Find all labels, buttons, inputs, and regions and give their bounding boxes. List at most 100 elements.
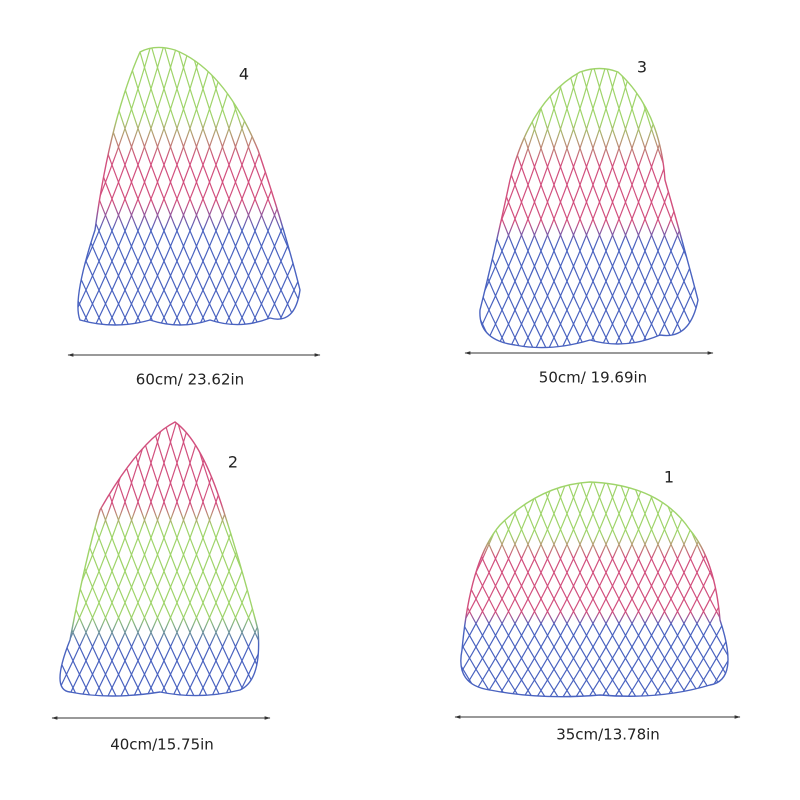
mesh-strand [255,480,365,700]
mesh-strand [736,45,800,330]
mesh-strand [619,420,729,700]
mesh-strand [479,68,516,348]
net-outline [479,67,699,349]
mesh-strand [460,482,477,697]
mesh-strand [677,68,698,348]
mesh-strand [189,47,300,326]
mesh-strand [60,422,119,696]
mesh-strand [0,420,53,700]
mesh-strand [479,68,555,348]
mesh-strand [593,420,703,700]
mesh-strand [495,482,607,697]
mesh-strand [482,68,594,348]
mesh-strand [268,65,378,350]
mesh-strand [287,47,300,326]
mesh-strand [314,45,424,330]
mesh-strand [697,420,800,700]
mesh-strand [749,420,800,700]
mesh-strand [281,65,391,350]
mesh-strand [566,482,678,697]
mesh-strand [613,420,723,700]
mesh-strand [651,482,728,697]
mesh-strand [60,422,139,696]
mesh-strand [301,65,411,350]
mesh-strand [346,420,456,700]
mesh-strand [586,68,698,348]
mesh-strand [236,65,346,350]
mesh-strand [730,480,800,700]
mesh-strand [561,420,671,700]
mesh-strand [0,45,34,330]
mesh-strand [612,68,698,348]
mesh-strand [77,47,119,326]
mesh-strand [0,420,21,700]
mesh-strand [756,45,800,330]
mesh-strand [612,482,724,697]
mesh-strand [327,45,437,330]
mesh-strand [66,422,178,696]
mesh-strand [196,422,259,696]
mesh-strand [189,422,259,696]
mesh-strand [0,45,1,330]
mesh-strand [684,45,794,330]
mesh-strand [320,480,430,700]
mesh-strand [515,420,625,700]
mesh-strand [479,68,548,348]
mesh-strand [77,47,87,326]
mesh-strand [514,482,626,697]
mesh-strand [60,422,61,696]
size-label: 50cm/ 19.69in [539,369,647,387]
mesh-strand [105,47,217,326]
mesh-strand [327,65,437,350]
mesh-strand [268,480,378,700]
mesh-strand [0,65,66,350]
mesh-strand [0,480,60,700]
mesh-strand [709,482,728,697]
mesh-strand [502,420,612,700]
net-number: 2 [228,453,238,472]
mesh-strand [704,65,800,350]
mesh-strand [683,482,728,697]
mesh-strand [379,420,489,700]
mesh-strand [60,422,171,696]
mesh-strand [98,422,210,696]
mesh-strand [479,68,522,348]
mesh-strand [301,420,411,700]
mesh-strand [730,420,800,700]
mesh-strand [437,420,547,700]
mesh-strand [262,480,372,700]
mesh-strand [320,45,430,330]
mesh-strand [320,420,430,700]
mesh-strand [0,45,21,330]
mesh-strand [514,68,626,348]
mesh-strand [0,65,47,350]
mesh-strand [275,420,385,700]
mesh-strand [775,65,800,350]
mesh-strand [782,480,800,700]
mesh-strand [60,422,67,696]
mesh-strand [424,420,534,700]
mesh-strand [0,480,79,700]
mesh-strand [0,45,60,330]
mesh-strand [723,65,800,350]
mesh-strand [333,420,443,700]
mesh-strand [664,482,728,697]
mesh-strand [0,65,53,350]
mesh-strand [717,420,800,700]
mesh-strand [262,420,372,700]
mesh-strand [710,65,800,350]
mesh-strand [235,47,300,326]
mesh-strand [664,68,698,348]
mesh-strand [0,65,60,350]
mesh-strand [743,480,800,700]
mesh-strand [782,45,800,330]
mesh-strand [508,68,620,348]
mesh-strand [574,420,684,700]
mesh-strand [222,422,259,696]
mesh-strand [479,68,542,348]
mesh-strand [736,480,800,700]
mesh-strand [333,45,443,330]
mesh-strand [657,68,698,348]
mesh-strand [340,45,450,330]
mesh-strand [522,420,632,700]
